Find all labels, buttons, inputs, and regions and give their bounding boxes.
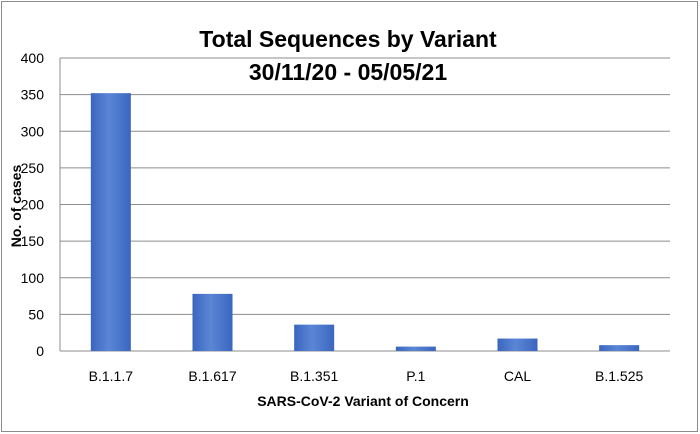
x-tick-label: P.1 <box>406 368 425 384</box>
bar-P.1 <box>395 346 436 351</box>
y-tick-label: 50 <box>28 306 44 322</box>
x-axis-ticks: B.1.1.7 B.1.617 B.1.351 P.1 CAL B.1.525 <box>89 368 644 384</box>
chart-title: Total Sequences by Variant <box>199 26 497 52</box>
x-tick-label: CAL <box>504 368 531 384</box>
x-tick-label: B.1.351 <box>290 368 338 384</box>
bar-B.1.351 <box>294 324 335 351</box>
bar-B.1.525 <box>599 345 640 351</box>
gridlines <box>59 57 670 352</box>
bar-B.1.617 <box>192 293 233 351</box>
x-tick-label: B.1.1.7 <box>89 368 134 384</box>
bar-B.1.1.7 <box>90 93 131 351</box>
y-tick-label: 200 <box>21 197 45 213</box>
y-tick-label: 400 <box>21 50 45 66</box>
bars <box>90 93 640 351</box>
x-axis-label: SARS-CoV-2 Variant of Concern <box>257 393 469 409</box>
y-axis-label: No. of cases <box>8 165 24 248</box>
x-tick-label: B.1.617 <box>188 368 236 384</box>
y-tick-label: 300 <box>21 123 45 139</box>
y-tick-label: 150 <box>21 233 45 249</box>
bar-CAL <box>497 338 538 351</box>
y-axis-ticks: 0 50 100 150 200 250 300 350 400 <box>21 50 45 359</box>
y-tick-label: 100 <box>21 270 45 286</box>
y-tick-label: 350 <box>21 87 45 103</box>
y-tick-label: 250 <box>21 160 45 176</box>
y-tick-label: 0 <box>36 343 44 359</box>
x-tick-label: B.1.525 <box>595 368 643 384</box>
chart-subtitle: 30/11/20 - 05/05/21 <box>249 59 447 85</box>
